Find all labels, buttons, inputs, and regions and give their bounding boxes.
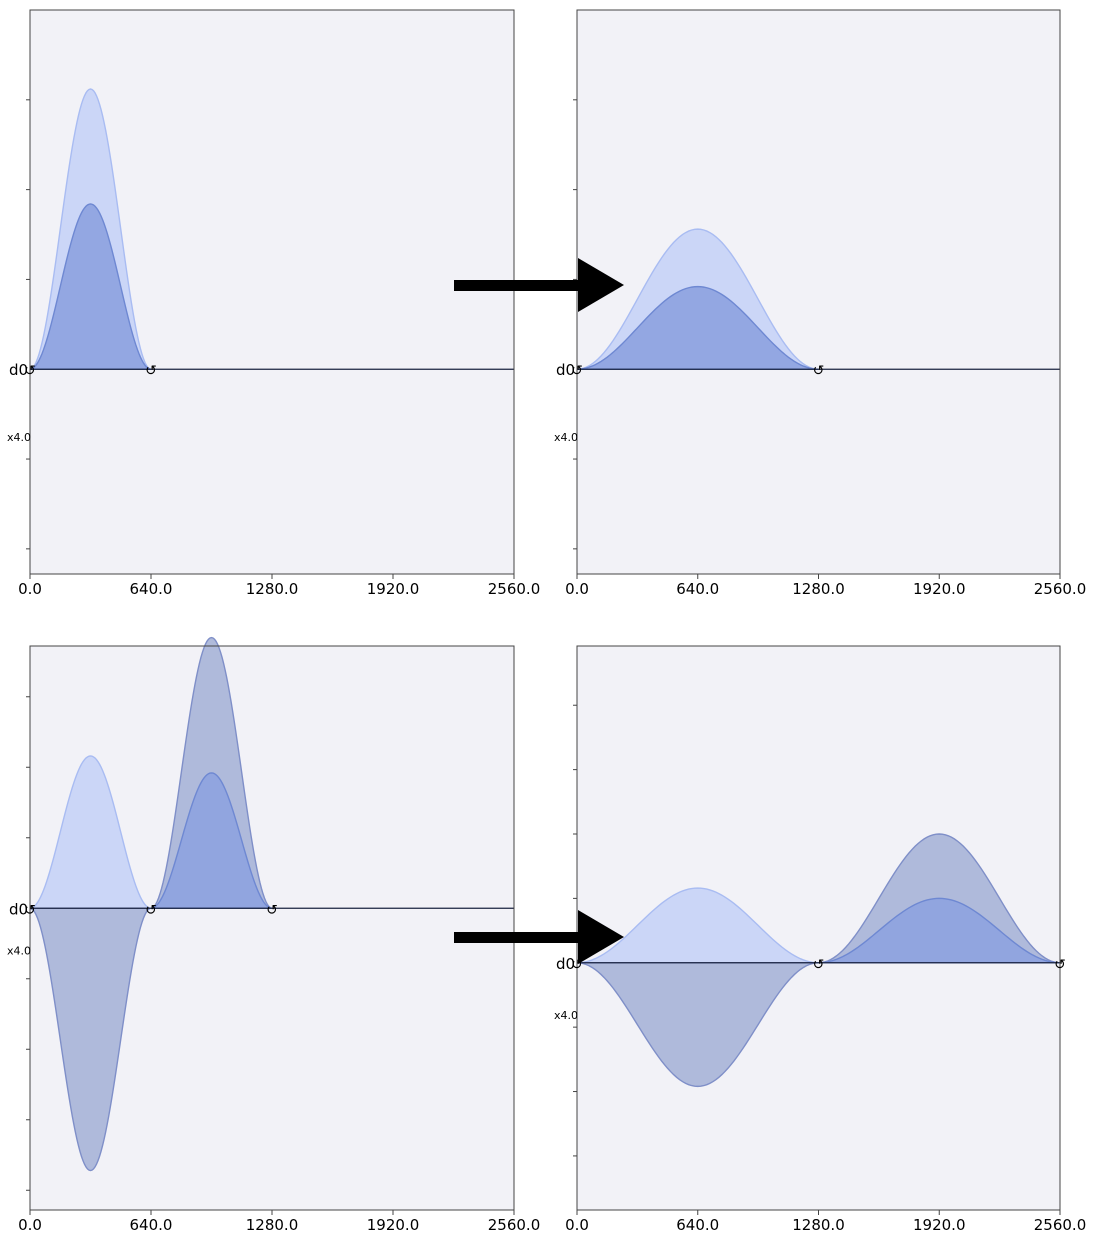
- pulse-mid: [150, 772, 273, 909]
- node-marker-icon: ↺: [571, 363, 583, 379]
- x-tick-label: 0.0: [18, 1216, 42, 1234]
- x-tick-label: 1280.0: [792, 580, 845, 598]
- arrow-head: [578, 258, 624, 312]
- transform-arrow-bottom: [454, 910, 624, 964]
- x-tick-label: 2560.0: [488, 1216, 541, 1234]
- x-tick-label: 1280.0: [246, 1216, 299, 1234]
- node-marker-icon: ↺: [813, 363, 825, 379]
- panel-3: 0.0 640.0 1280.0 1920.0 2560.0 d0 x4.0 ↺ ↺ ↺: [7, 636, 541, 1234]
- x-tick-label: 1280.0: [792, 1216, 845, 1234]
- node-marker-icon: ↺: [24, 902, 36, 918]
- wire-label: d0: [556, 955, 575, 973]
- x-tick-label: 0.0: [565, 580, 589, 598]
- x-tick-label: 2560.0: [1034, 580, 1087, 598]
- x-tick-label: 640.0: [676, 580, 719, 598]
- pulse-dark: [29, 907, 152, 1172]
- node-marker-icon: ↺: [145, 902, 157, 918]
- pulse-mid: [29, 203, 152, 370]
- pulse-mid: [818, 897, 1061, 964]
- node-marker-icon: ↺: [571, 957, 583, 973]
- pulse-light: [576, 887, 819, 964]
- x-tick-label: 2560.0: [488, 580, 541, 598]
- node-marker-icon: ↺: [266, 902, 278, 918]
- panel-1: 0.0 640.0 1280.0 1920.0 2560.0 d0 x4.0 ↺ ↺: [7, 9, 541, 598]
- pulse-light: [29, 755, 152, 909]
- x-tick-label: 1920.0: [367, 580, 420, 598]
- scale-label: x4.0: [554, 1009, 578, 1022]
- scale-label: x4.0: [554, 431, 578, 444]
- node-marker-icon: ↺: [1054, 957, 1066, 973]
- x-tick-label: 1920.0: [367, 1216, 420, 1234]
- x-tick-label: 640.0: [130, 1216, 173, 1234]
- x-tick-label: 0.0: [565, 1216, 589, 1234]
- panels: 0.0 640.0 1280.0 1920.0 2560.0 d0 x4.0 ↺ ↺ 0.0 640…: [7, 9, 1087, 1234]
- arrow-head: [578, 910, 624, 964]
- x-tick-label: 1280.0: [246, 580, 299, 598]
- arrow-shaft: [454, 280, 580, 291]
- wire-label: d0: [556, 361, 575, 379]
- x-tick-label: 2560.0: [1034, 1216, 1087, 1234]
- wire-label: d0: [9, 361, 28, 379]
- arrow-shaft: [454, 932, 580, 943]
- x-tick-label: 640.0: [130, 580, 173, 598]
- panel-4: 0.0 640.0 1280.0 1920.0 2560.0 d0 x4.0 ↺ ↺ ↺: [554, 645, 1087, 1234]
- node-marker-icon: ↺: [145, 363, 157, 379]
- transform-arrow-top: [454, 258, 624, 312]
- x-tick-label: 1920.0: [913, 1216, 966, 1234]
- node-marker-icon: ↺: [813, 957, 825, 973]
- x-tick-label: 1920.0: [913, 580, 966, 598]
- scale-label: x4.0: [7, 944, 31, 957]
- panel-2: 0.0 640.0 1280.0 1920.0 2560.0 d0 x4.0 ↺ ↺: [554, 9, 1087, 598]
- pulse-dark: [576, 962, 819, 1088]
- scale-label: x4.0: [7, 431, 31, 444]
- wire-label: d0: [9, 900, 28, 918]
- x-tick-label: 640.0: [676, 1216, 719, 1234]
- node-marker-icon: ↺: [24, 363, 36, 379]
- x-tick-label: 0.0: [18, 580, 42, 598]
- pulse-mid: [576, 285, 819, 370]
